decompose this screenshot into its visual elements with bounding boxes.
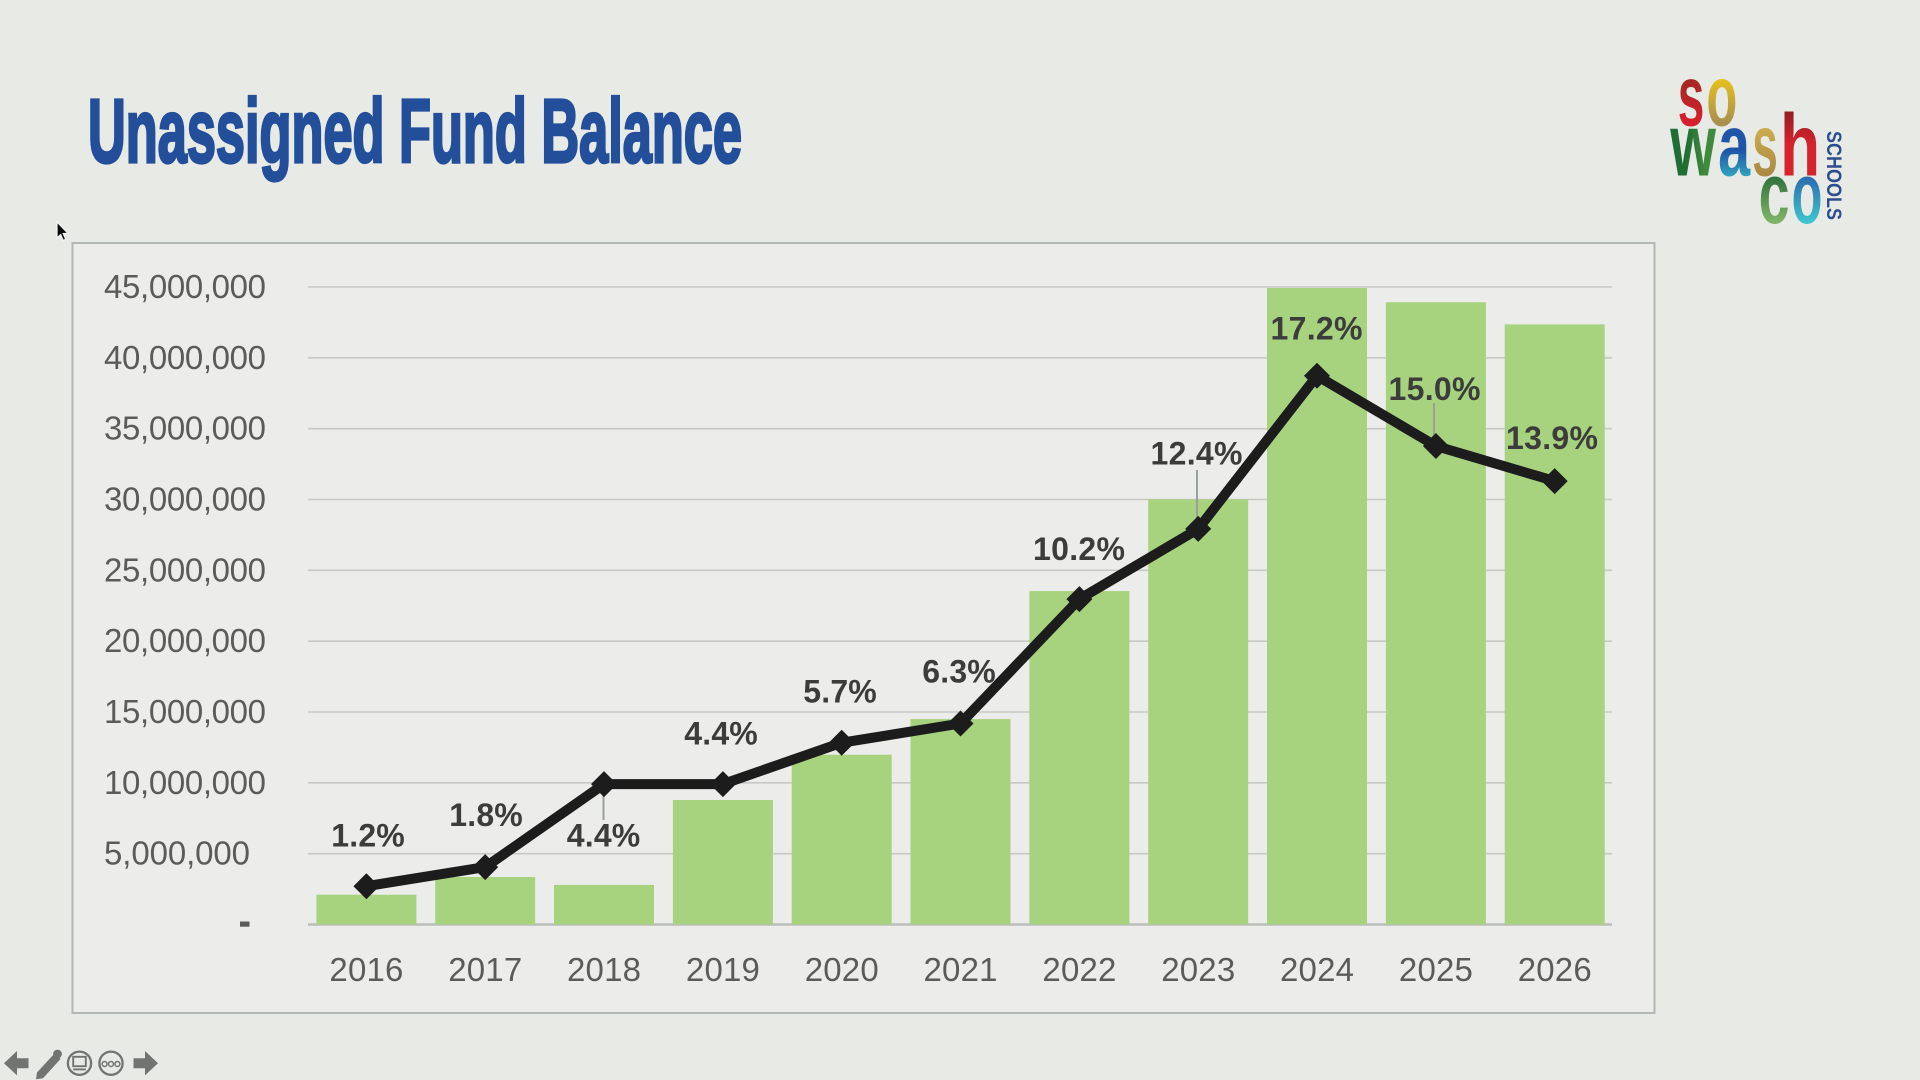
svg-text:s: s — [1678, 49, 1705, 145]
svg-text:2021: 2021 — [924, 951, 998, 988]
svg-text:13.9%: 13.9% — [1506, 420, 1598, 456]
svg-text:1.2%: 1.2% — [331, 818, 405, 854]
svg-text:SCHOOLS: SCHOOLS — [1822, 131, 1846, 220]
svg-text:w: w — [1670, 96, 1717, 195]
svg-text:5.7%: 5.7% — [803, 674, 877, 710]
svg-text:6.3%: 6.3% — [922, 654, 996, 690]
svg-text:s: s — [1752, 96, 1778, 195]
svg-text:o: o — [1792, 146, 1823, 242]
svg-text:2017: 2017 — [448, 951, 522, 988]
svg-text:2018: 2018 — [567, 951, 641, 988]
svg-text:30,000,000: 30,000,000 — [104, 481, 266, 518]
svg-text:17.2%: 17.2% — [1271, 311, 1363, 347]
svg-text:2022: 2022 — [1042, 951, 1116, 988]
svg-text:2024: 2024 — [1280, 951, 1354, 988]
svg-text:10.2%: 10.2% — [1033, 531, 1125, 567]
svg-text:c: c — [1759, 146, 1790, 242]
svg-text:20,000,000: 20,000,000 — [104, 622, 266, 659]
svg-text:1.8%: 1.8% — [449, 797, 523, 833]
svg-text:15,000,000: 15,000,000 — [104, 693, 266, 730]
svg-text:2020: 2020 — [805, 951, 879, 988]
svg-text:2016: 2016 — [329, 951, 403, 988]
svg-text:2019: 2019 — [686, 951, 760, 988]
svg-text:25,000,000: 25,000,000 — [104, 551, 266, 588]
svg-text:40,000,000: 40,000,000 — [104, 339, 266, 376]
svg-text:2026: 2026 — [1518, 951, 1592, 988]
svg-text:5,000,000: 5,000,000 — [104, 835, 250, 872]
svg-text:2025: 2025 — [1399, 951, 1473, 988]
svg-text:12.4%: 12.4% — [1151, 436, 1243, 472]
svg-text:45,000,000: 45,000,000 — [104, 268, 266, 305]
svg-text:15.0%: 15.0% — [1389, 371, 1481, 407]
svg-text:Unassigned Fund Balance: Unassigned Fund Balance — [88, 82, 742, 182]
svg-text:10,000,000: 10,000,000 — [104, 764, 266, 801]
svg-text:o: o — [1706, 49, 1737, 145]
svg-text:4.4%: 4.4% — [567, 818, 641, 854]
svg-text:h: h — [1780, 96, 1820, 195]
svg-text:35,000,000: 35,000,000 — [104, 410, 266, 447]
svg-text:a: a — [1718, 96, 1751, 195]
svg-text:4.4%: 4.4% — [684, 716, 758, 752]
svg-text:2023: 2023 — [1161, 951, 1235, 988]
